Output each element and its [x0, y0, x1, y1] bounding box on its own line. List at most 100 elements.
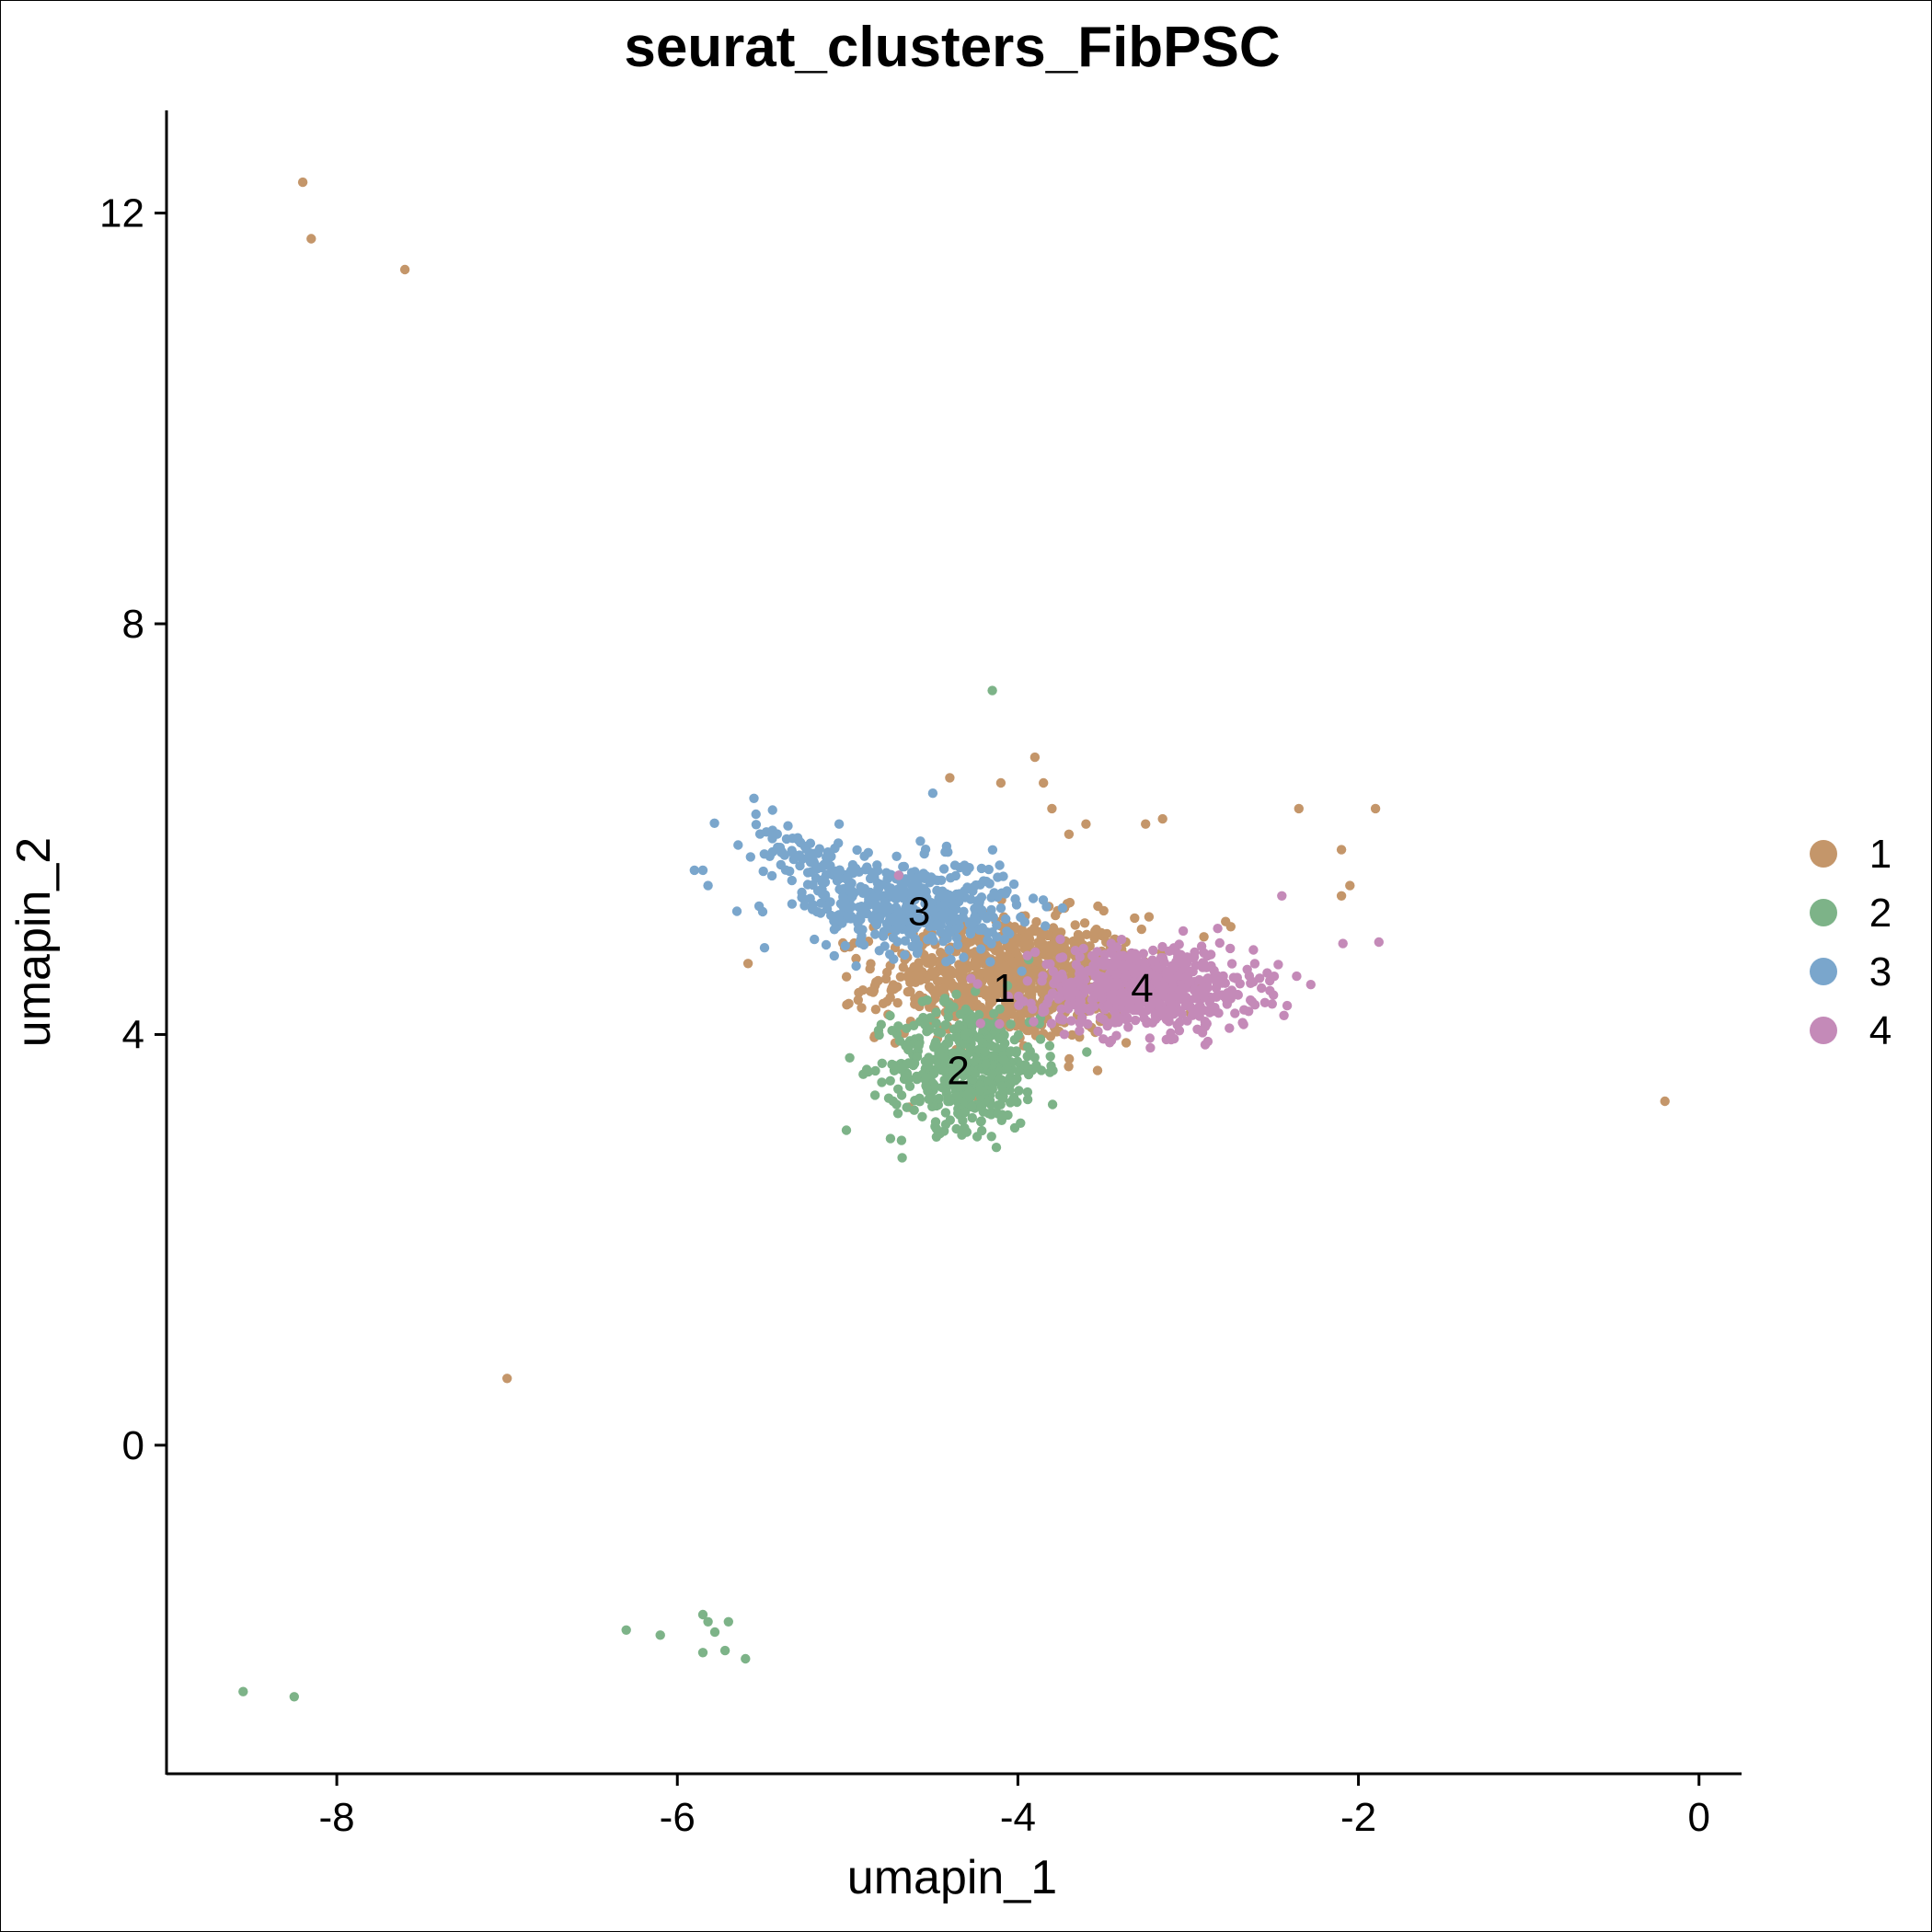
data-point — [1074, 1006, 1084, 1016]
data-point — [851, 960, 861, 972]
data-point — [991, 972, 1002, 983]
data-point — [766, 870, 777, 881]
data-point — [924, 1059, 934, 1069]
data-point — [1017, 966, 1027, 976]
data-point — [1075, 964, 1085, 974]
data-point — [798, 854, 808, 864]
series-4-points — [893, 870, 1385, 1053]
data-point — [829, 925, 840, 935]
legend-item-4: 4 — [1810, 1008, 1892, 1053]
data-point — [841, 1125, 852, 1135]
data-point — [1047, 988, 1058, 998]
data-point — [991, 1042, 1001, 1052]
data-point — [970, 912, 980, 922]
data-point — [981, 1059, 991, 1070]
data-point — [1130, 1015, 1141, 1026]
data-point — [759, 849, 769, 859]
data-point — [1246, 978, 1256, 989]
data-point — [1077, 1013, 1087, 1023]
data-point — [999, 934, 1009, 945]
data-point — [1091, 925, 1101, 935]
data-point — [853, 995, 863, 1006]
data-point — [1022, 939, 1032, 949]
data-point — [1202, 973, 1213, 983]
data-point — [925, 1024, 935, 1034]
data-point — [870, 1005, 881, 1015]
data-point — [893, 1084, 903, 1095]
data-point — [927, 905, 937, 915]
data-point — [954, 1019, 964, 1030]
data-point — [1033, 937, 1043, 948]
data-point — [1016, 1118, 1026, 1129]
data-point — [1011, 934, 1022, 945]
data-point — [971, 986, 981, 996]
data-point — [1132, 955, 1143, 965]
data-point — [961, 1127, 972, 1137]
legend: 1 2 3 4 — [1810, 832, 1892, 1053]
data-point — [1042, 930, 1053, 940]
data-point — [1097, 978, 1107, 988]
data-point — [1078, 943, 1088, 954]
data-point — [960, 944, 971, 954]
data-point — [1057, 969, 1067, 980]
data-point — [915, 836, 926, 846]
data-point — [1157, 813, 1167, 824]
data-point — [1046, 1018, 1057, 1029]
data-point — [1085, 1006, 1096, 1017]
data-point — [973, 1009, 984, 1020]
data-point — [976, 863, 987, 874]
data-point — [776, 847, 787, 857]
data-point — [930, 993, 940, 1004]
data-point — [888, 1096, 899, 1107]
data-point — [963, 987, 973, 997]
data-point — [954, 889, 965, 900]
data-point — [1226, 959, 1237, 969]
data-point — [816, 898, 826, 908]
data-point — [805, 848, 816, 858]
data-point — [703, 880, 713, 891]
data-point — [814, 844, 824, 854]
data-point — [1035, 1034, 1046, 1044]
data-point — [805, 857, 816, 868]
data-point — [1174, 992, 1184, 1002]
data-point — [966, 1101, 977, 1112]
data-point — [820, 891, 831, 902]
y-axis-title: umapin_2 — [7, 837, 61, 1047]
data-point — [877, 1058, 887, 1069]
data-point — [1257, 983, 1267, 994]
data-point — [903, 1044, 914, 1055]
data-point — [850, 863, 861, 874]
data-point — [966, 973, 976, 983]
series-1-points — [297, 177, 1670, 1384]
y-axis-ticks: 0 4 8 12 — [99, 191, 167, 1468]
x-tick-label: 0 — [1687, 1795, 1709, 1840]
data-point — [926, 1013, 936, 1023]
data-point — [958, 1115, 968, 1126]
data-point — [1049, 978, 1059, 989]
data-point — [1064, 897, 1075, 908]
data-point — [855, 937, 865, 949]
data-point — [916, 870, 927, 881]
data-point — [1075, 951, 1085, 962]
data-point — [946, 954, 956, 965]
data-point — [1279, 1010, 1289, 1021]
cluster-label-2: 2 — [947, 1049, 969, 1094]
data-point — [900, 936, 911, 946]
data-point — [1017, 1009, 1028, 1020]
data-point — [885, 1133, 896, 1144]
data-point — [1112, 977, 1122, 988]
data-point — [943, 1038, 954, 1049]
data-point — [901, 915, 911, 926]
data-point — [810, 934, 820, 945]
data-point — [1112, 942, 1122, 952]
data-point — [1075, 1026, 1085, 1036]
data-point — [1175, 1017, 1185, 1028]
data-point — [1075, 998, 1086, 1008]
data-point — [874, 946, 884, 956]
data-point — [1006, 1019, 1016, 1029]
data-point — [1095, 1012, 1106, 1023]
data-point — [1083, 1018, 1093, 1029]
data-point — [992, 932, 1002, 942]
data-point — [992, 920, 1002, 930]
